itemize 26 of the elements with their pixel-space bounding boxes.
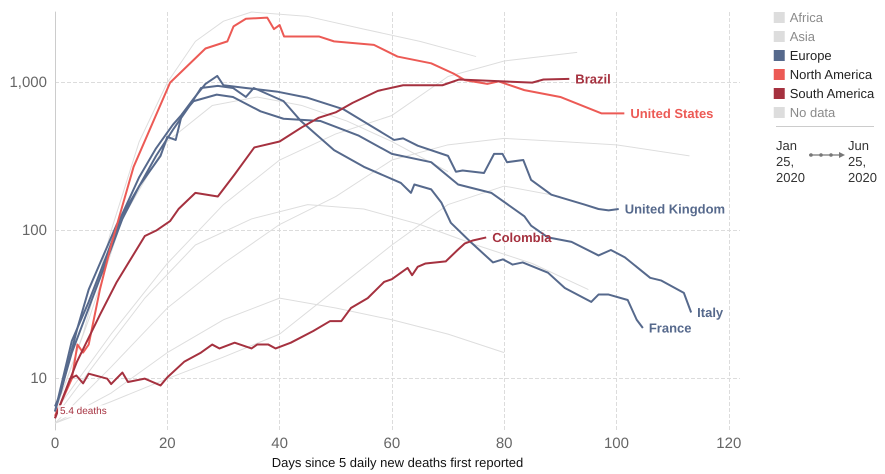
x-tick-label: 60 xyxy=(384,435,400,452)
legend-label: Europe xyxy=(790,48,832,63)
x-tick-label: 20 xyxy=(158,435,176,452)
legend-label: South America xyxy=(790,86,876,101)
annotation: Brazil xyxy=(575,71,611,86)
y-tick-label: 1,000 xyxy=(9,74,47,92)
annotation: United States xyxy=(630,106,714,121)
annotation: Colombia xyxy=(492,230,552,245)
text: Jan 25, 2020 xyxy=(776,138,806,186)
annotation: United Kingdom xyxy=(624,202,726,217)
annotation: 5.4 deaths xyxy=(60,406,107,417)
x-tick-label: 0 xyxy=(50,435,60,452)
annotation: Italy xyxy=(697,304,724,320)
legend-label: North America xyxy=(790,67,873,82)
y-tick-label: 10 xyxy=(30,370,47,388)
y-tick-label: 100 xyxy=(22,222,47,240)
x-tick-label: 80 xyxy=(496,435,513,452)
x-tick-label: 40 xyxy=(271,435,288,452)
x-tick-label: 100 xyxy=(604,435,629,452)
legend-label: No data xyxy=(790,105,836,120)
legend-label: Africa xyxy=(790,10,824,25)
text: Jun 25, 2020 xyxy=(848,138,878,186)
x-axis-title: Days since 5 daily new deaths first reported xyxy=(272,455,524,470)
x-tick-label: 120 xyxy=(716,435,742,452)
legend-label: Asia xyxy=(790,29,816,44)
annotation: France xyxy=(648,320,692,336)
